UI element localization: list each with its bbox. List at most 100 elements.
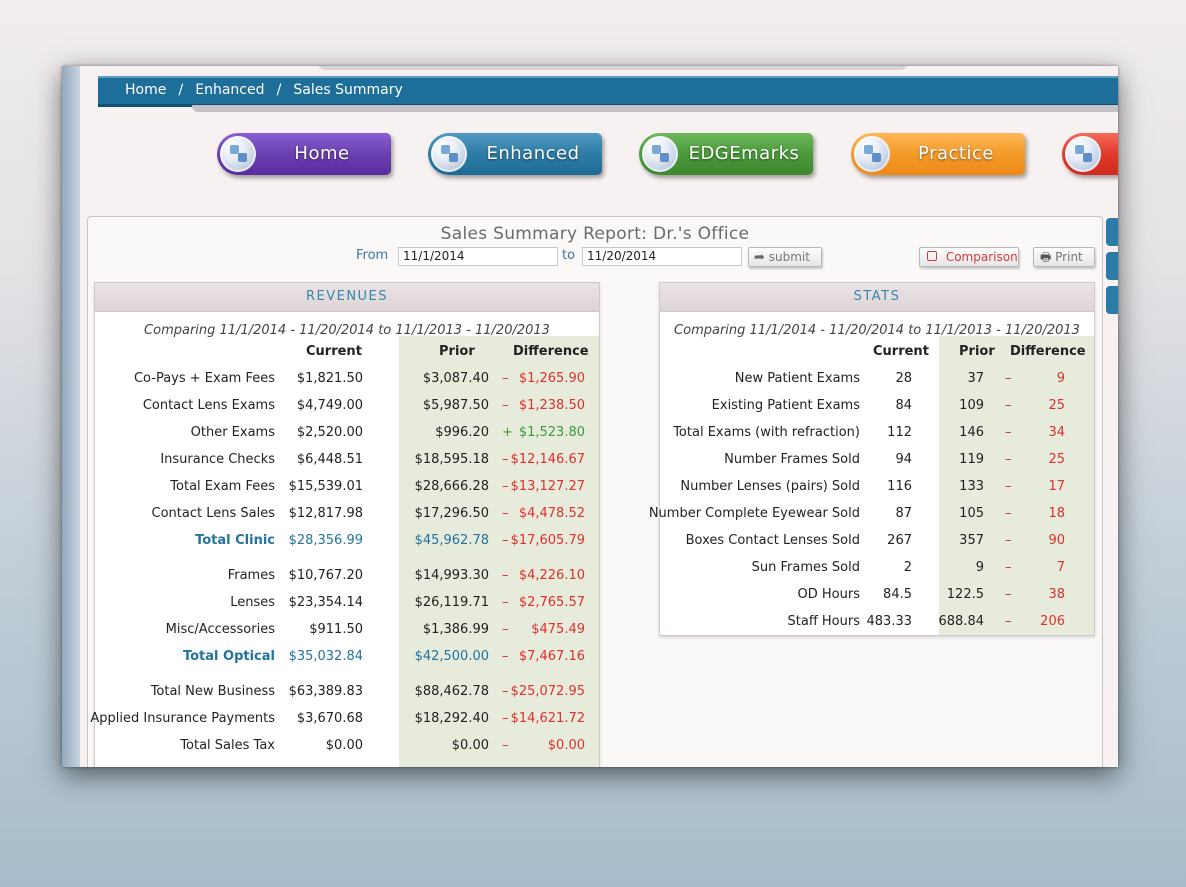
revenues-current-cell: $6,448.51: [296, 452, 363, 467]
revenues-label-cell: Applied Insurance Payments: [90, 711, 275, 726]
revenues-label-cell: Total Sales Tax: [180, 738, 275, 753]
stats-current-cell: 483.33: [866, 614, 913, 629]
nav-button-edgemarks[interactable]: EDGEmarks: [639, 133, 813, 175]
side-tab-2[interactable]: [1106, 252, 1118, 280]
revenues-row: Contact Lens Exams $4,749.00 $5,987.50– $1,…: [95, 398, 599, 418]
stats-sign-cell: –: [1005, 533, 1012, 548]
stats-header-difference: Difference: [1010, 344, 1086, 359]
revenues-prior-cell: $18,595.18: [414, 452, 489, 467]
stats-sign-cell: –: [1005, 479, 1012, 494]
print-button[interactable]: 🖶 Print: [1033, 247, 1095, 267]
nav-button-f[interactable]: F: [1062, 133, 1118, 175]
nav-button-practice[interactable]: Practice: [851, 133, 1025, 175]
comparison-button[interactable]: Comparison: [919, 247, 1019, 267]
stats-sign-cell: –: [1005, 560, 1012, 575]
stats-prior-cell: 122.5: [946, 587, 984, 602]
revenues-sign-cell: –: [502, 506, 509, 521]
revenues-label-cell: Total Clinic: [195, 533, 275, 548]
from-date-input[interactable]: 11/1/2014: [398, 247, 558, 266]
stats-row: Total Exams (with refraction) 112 146 – 34: [660, 425, 1094, 445]
revenues-row: Lenses $23,354.14 $26,119.71– $2,765.57: [95, 595, 599, 615]
stats-section: STATS Comparing 11/1/2014 - 11/20/2014 t…: [649, 282, 1095, 636]
revenues-prior-cell: $26,119.71: [414, 595, 489, 610]
stats-difference-cell: 17: [1048, 479, 1065, 494]
stats-sign-cell: –: [1005, 506, 1012, 521]
revenues-sign-cell: –: [502, 711, 509, 726]
revenues-current-cell: $911.50: [309, 622, 363, 637]
revenues-label-cell: Other Exams: [190, 425, 275, 440]
puzzle-icon: [1065, 136, 1101, 172]
to-date-input[interactable]: 11/20/2014: [582, 247, 742, 266]
stats-current-cell: 84: [895, 398, 912, 413]
revenues-sign-cell: –: [502, 595, 509, 610]
stats-difference-cell: 18: [1048, 506, 1065, 521]
revenues-row: Total New Business $63,389.83 $88,462.78– $…: [95, 684, 599, 704]
nav-button-home[interactable]: Home: [217, 133, 391, 175]
stats-current-cell: 84.5: [883, 587, 912, 602]
stats-current-cell: 28: [895, 371, 912, 386]
stats-comparing-text: Comparing 11/1/2014 - 11/20/2014 to 11/1…: [674, 323, 1080, 338]
revenues-difference-cell: $12,146.67: [510, 452, 585, 467]
revenues-difference-cell: $7,467.16: [518, 649, 585, 664]
stats-label-cell: New Patient Exams: [734, 371, 860, 386]
stats-sign-cell: –: [1005, 425, 1012, 440]
revenues-difference-cell: $25,072.95: [510, 684, 585, 699]
side-tab-3[interactable]: [1106, 286, 1118, 314]
revenues-sign-cell: –: [502, 568, 509, 583]
breadcrumb-enhanced[interactable]: Enhanced: [195, 82, 265, 98]
puzzle-icon: [854, 136, 890, 172]
revenues-sign-cell: –: [502, 738, 509, 753]
stats-header-current: Current: [873, 344, 929, 359]
side-tab-1[interactable]: [1106, 218, 1118, 246]
revenues-prior-cell: $14,993.30: [414, 568, 489, 583]
stats-label-cell: Sun Frames Sold: [751, 560, 860, 575]
from-label: From: [356, 248, 389, 263]
revenues-prior-cell: $88,462.78: [414, 684, 489, 699]
stats-heading: STATS: [660, 283, 1094, 312]
stats-row: Boxes Contact Lenses Sold 267 357 – 90: [660, 533, 1094, 553]
nav-button-label: Practice: [918, 143, 994, 164]
revenues-prior-cell: $28,666.28: [414, 479, 489, 494]
stats-difference-cell: 9: [1056, 371, 1065, 386]
nav-button-label: Home: [294, 143, 350, 164]
revenues-current-cell: $28,356.99: [288, 533, 363, 548]
stats-row: Number Frames Sold 94 119 – 25: [660, 452, 1094, 472]
stats-sign-cell: –: [1005, 587, 1012, 602]
stats-difference-cell: 7: [1056, 560, 1065, 575]
revenues-difference-cell: $0.00: [547, 738, 585, 753]
revenues-row: Total Exam Fees $15,539.01 $28,666.28– $13,…: [95, 479, 599, 499]
revenues-difference-cell: $14,621.72: [510, 711, 585, 726]
revenues-sign-cell: –: [502, 533, 509, 548]
revenues-label-cell: Co-Pays + Exam Fees: [133, 371, 275, 386]
revenues-current-cell: $15,539.01: [288, 479, 363, 494]
revenues-header-prior: Prior: [439, 344, 475, 359]
stats-current-cell: 2: [903, 560, 912, 575]
revenues-label-cell: Contact Lens Sales: [151, 506, 275, 521]
breadcrumb-shadow: [192, 105, 1118, 112]
stats-row: Staff Hours 483.33 688.84 – 206: [660, 614, 1094, 634]
stats-prior-cell: 37: [967, 371, 984, 386]
stats-difference-cell: 90: [1048, 533, 1065, 548]
revenues-section: REVENUES Comparing 11/1/2014 - 11/20/201…: [90, 282, 600, 767]
revenues-label-cell: Total Exam Fees: [170, 479, 275, 494]
submit-button[interactable]: ➦ submit: [748, 247, 822, 267]
nav-button-enhanced[interactable]: Enhanced: [428, 133, 602, 175]
stats-prior-cell: 146: [959, 425, 984, 440]
revenues-prior-cell: $5,987.50: [422, 398, 489, 413]
revenues-row: Frames $10,767.20 $14,993.30– $4,226.10: [95, 568, 599, 588]
revenues-current-cell: $23,354.14: [288, 595, 363, 610]
breadcrumb-home[interactable]: Home: [125, 82, 167, 98]
revenues-prior-cell: $3,087.40: [422, 371, 489, 386]
revenues-sign-cell: –: [502, 452, 509, 467]
revenues-current-cell: $4,749.00: [296, 398, 363, 413]
breadcrumb: Home / Enhanced / Sales Summary: [98, 76, 1118, 107]
revenues-current-cell: $10,767.20: [288, 568, 363, 583]
revenues-label-cell: Frames: [227, 568, 275, 583]
revenues-row: Total Sales Tax $0.00 $0.00– $0.00: [95, 738, 599, 758]
revenues-difference-cell: $1,523.80: [518, 425, 585, 440]
revenues-difference-cell: $475.49: [531, 622, 585, 637]
stats-current-cell: 267: [887, 533, 912, 548]
puzzle-icon: [220, 136, 256, 172]
stats-prior-cell: 119: [959, 452, 984, 467]
stats-label-cell: Number Frames Sold: [724, 452, 860, 467]
